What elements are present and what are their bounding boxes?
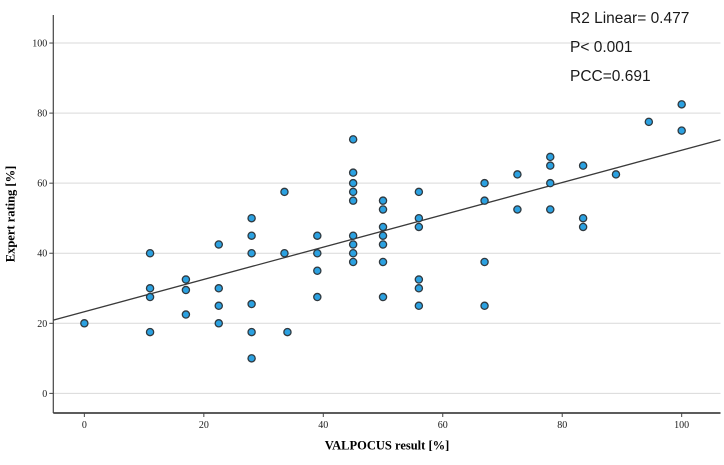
data-point [247,327,256,337]
data-point [214,319,224,328]
y-axis-title: Expert rating [%] [3,165,18,263]
data-point [348,168,358,177]
data-point [378,231,388,240]
data-point [677,100,686,109]
data-point [145,327,155,337]
data-point [214,284,224,293]
data-point [546,178,555,188]
data-point [414,284,424,293]
data-point [348,257,358,267]
data-point [378,292,388,302]
data-point [181,310,191,319]
data-point [546,205,555,214]
data-point [546,152,555,162]
data-point [378,240,388,249]
data-point [145,292,155,302]
y-tick-label: 40 [37,249,47,260]
data-point [677,126,686,135]
data-point [348,248,358,258]
x-tick-label: 20 [199,420,209,431]
data-point [513,205,522,214]
data-point [414,275,424,284]
data-point [414,301,424,311]
data-point [80,319,89,328]
data-point [348,178,358,188]
data-point [313,231,322,240]
data-point [348,196,358,205]
regression-line [53,139,721,321]
x-tick-label: 100 [674,420,689,431]
data-point [145,248,155,258]
data-point [181,275,191,284]
data-point [546,161,555,170]
data-point [214,240,224,249]
data-point [414,213,424,223]
x-axis-title: VALPOCUS result [%] [324,438,450,453]
data-point [247,299,256,309]
data-point [513,170,522,179]
data-point [378,257,388,267]
x-tick-label: 80 [557,420,567,431]
data-point [578,222,588,232]
r2-annotation: R2 Linear= 0.477 [570,10,690,27]
p-value-annotation: P< 0.001 [570,39,633,56]
x-tick-label: 60 [438,420,448,431]
data-point [145,284,155,293]
data-point [480,178,489,188]
data-point [611,170,621,179]
pcc-annotation: PCC=0.691 [570,68,651,85]
y-tick-label: 100 [32,39,47,50]
data-point [578,161,588,170]
data-point [348,240,358,249]
data-point [313,248,322,258]
data-point [280,248,289,258]
y-tick-label: 0 [42,389,47,400]
y-tick-label: 80 [37,109,47,120]
data-point [644,117,654,127]
data-point [247,213,256,223]
data-point [280,187,289,197]
data-point [247,248,256,258]
y-tick-label: 20 [37,319,47,330]
data-point [348,135,358,144]
data-point [378,222,388,232]
data-point [313,292,322,302]
data-point [247,231,256,240]
data-point [181,285,191,295]
data-point [578,213,588,223]
data-point [348,231,358,240]
data-point [480,196,489,205]
data-point [348,187,358,197]
x-tick-label: 0 [82,420,87,431]
stats-annotations: R2 Linear= 0.477 P< 0.001 PCC=0.691 [570,4,689,91]
data-point [414,187,424,197]
data-point [378,196,388,205]
data-point [247,354,256,363]
data-point [480,257,489,267]
data-point [480,301,489,311]
y-tick-label: 60 [37,179,47,190]
data-point [283,327,292,337]
data-point [214,301,224,311]
data-point [313,266,322,276]
data-point [378,205,388,214]
data-point [414,222,424,232]
x-tick-label: 40 [318,420,328,431]
